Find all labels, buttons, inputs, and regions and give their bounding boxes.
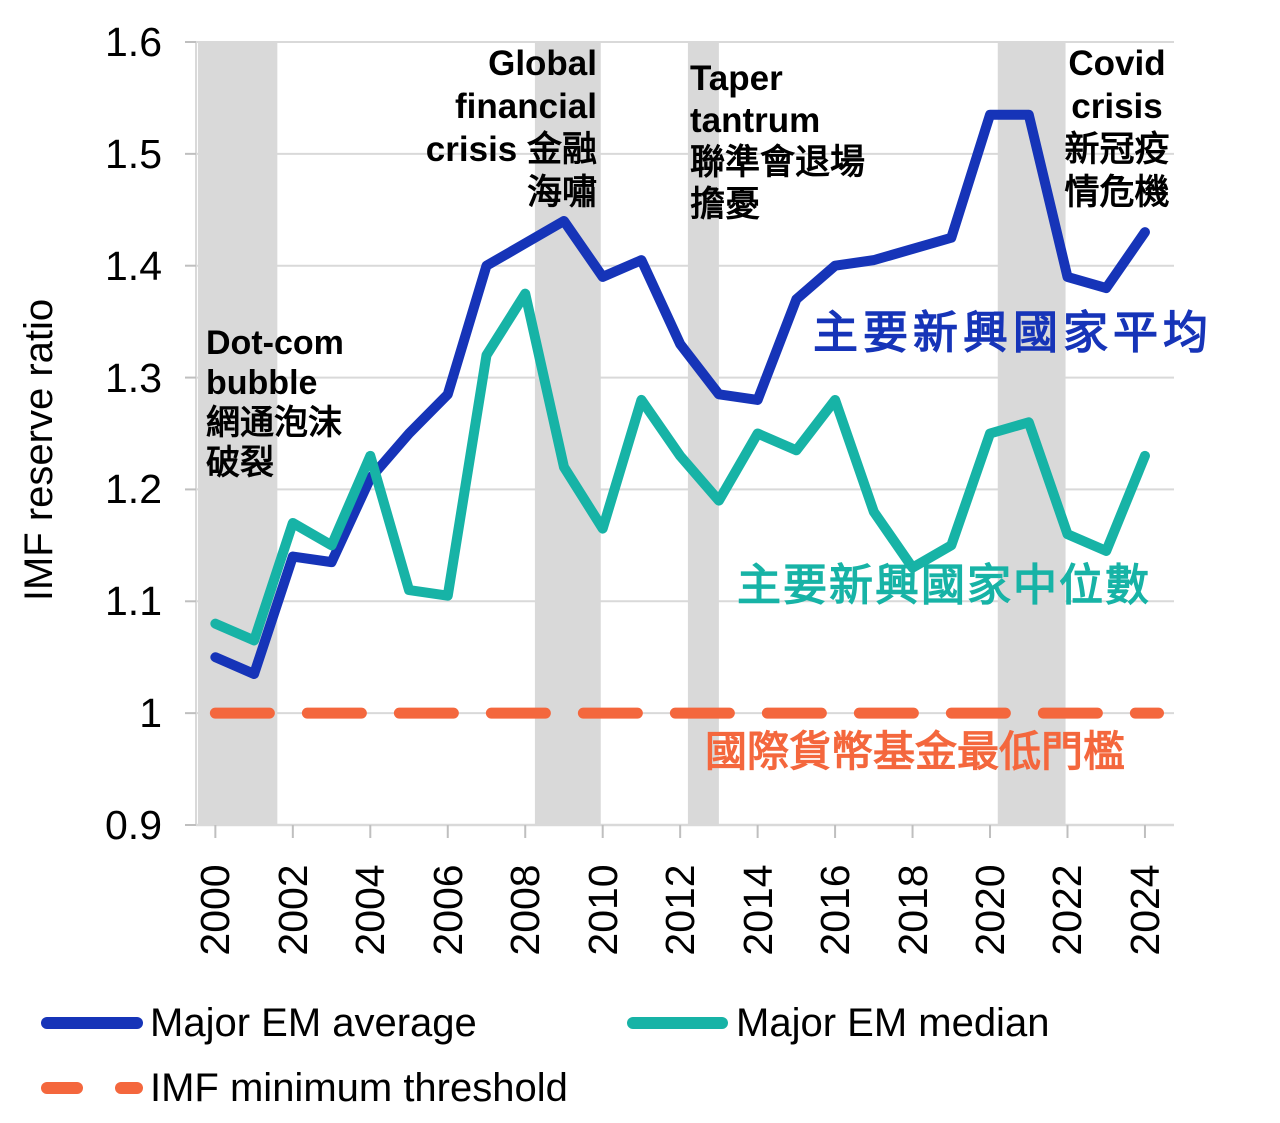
series-label-median: 主要新興國家中位數 xyxy=(737,561,1151,610)
legend-label-threshold: IMF minimum threshold xyxy=(150,1066,568,1110)
y-tick-label: 1.4 xyxy=(105,242,162,289)
x-tick-label: 2022 xyxy=(1044,864,1091,956)
x-tick-label: 2002 xyxy=(269,864,316,956)
x-tick-label: 2004 xyxy=(347,864,394,956)
series-line-average xyxy=(210,109,1150,679)
y-tick-label: 1 xyxy=(139,690,162,737)
annotation-dotcom: Dot-com bubble 網通泡沫 破裂 xyxy=(206,324,344,482)
x-tick-label: 2024 xyxy=(1121,864,1168,956)
series-line-median xyxy=(210,288,1150,646)
y-tick-label: 1.1 xyxy=(105,578,162,625)
legend-label-median: Major EM median xyxy=(736,1001,1050,1045)
y-tick-label: 1.6 xyxy=(105,19,162,65)
x-tick-label: 2008 xyxy=(502,864,549,956)
x-tick-label: 2014 xyxy=(734,864,781,956)
crisis-band xyxy=(534,42,601,825)
annotation-gfc: Global financial crisis 金融 海嘯 xyxy=(425,44,597,212)
y-tick-label: 1.2 xyxy=(105,466,162,513)
series-label-threshold: 國際貨幣基金最低門檻 xyxy=(705,728,1126,775)
crisis-band xyxy=(687,42,719,825)
x-tick-label: 2006 xyxy=(424,864,471,956)
annotation-taper: Taper tantrum 聯準會退場 擔憂 xyxy=(690,59,866,224)
legend-label-average: Major EM average xyxy=(150,1001,477,1045)
x-tick-label: 2012 xyxy=(657,864,704,956)
y-tick-label: 0.9 xyxy=(105,802,162,848)
legend-swatch-median xyxy=(627,1017,728,1029)
annotation-covid: Covid crisis 新冠疫 情危機 xyxy=(1064,44,1170,212)
legend-swatch-threshold-dash1 xyxy=(41,1082,83,1094)
x-tick-label: 2020 xyxy=(967,864,1014,956)
series-label-average: 主要新興國家平均 xyxy=(813,307,1214,358)
legend-swatch-threshold-dash2 xyxy=(115,1082,143,1094)
legend-swatch-average xyxy=(41,1017,143,1029)
x-tick-label: 2018 xyxy=(889,864,936,956)
x-tick-label: 2010 xyxy=(579,864,626,956)
y-axis-title: IMF reserve ratio xyxy=(17,298,61,602)
y-tick-label: 1.5 xyxy=(105,130,162,177)
y-tick-label: 1.3 xyxy=(105,354,162,401)
crisis-band xyxy=(197,42,278,825)
x-tick-label: 2016 xyxy=(812,864,859,956)
x-tick-label: 2000 xyxy=(192,864,239,956)
